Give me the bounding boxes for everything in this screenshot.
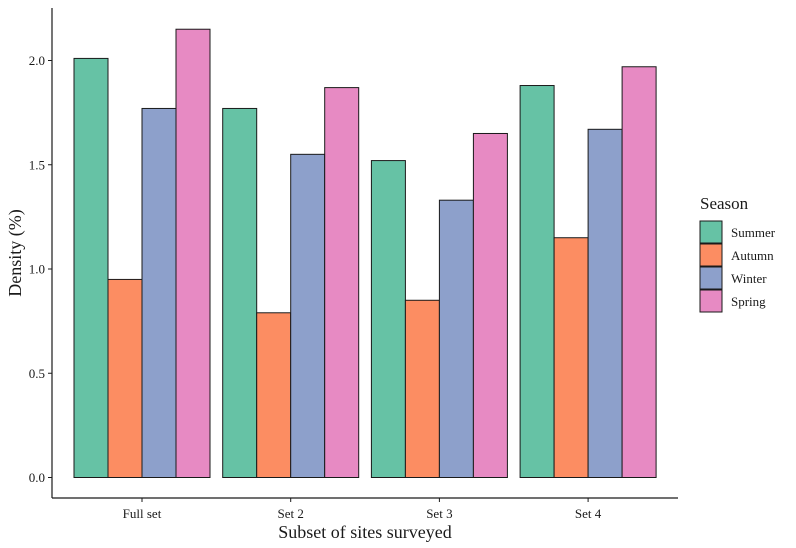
bar-autumn-set-3: [404, 299, 440, 478]
bar-summer-set-4: [519, 85, 555, 479]
bar-autumn-set-2: [256, 312, 292, 478]
y-tick-label: 0.5: [29, 366, 45, 381]
bar-spring-set-3: [472, 132, 508, 478]
x-tick-label: Set 4: [575, 506, 602, 521]
legend-swatch-autumn: [699, 243, 723, 267]
bar-summer-set-3: [370, 160, 406, 479]
legend-swatch-summer: [699, 220, 723, 244]
plot-area: [73, 28, 657, 479]
y-tick-label: 2.0: [29, 53, 45, 68]
bar-autumn-set-4: [553, 237, 589, 478]
y-axis: 0.0 0.5 1.0 1.5 2.0: [29, 8, 53, 498]
bar-summer-set-2: [222, 107, 258, 479]
bar-winter-set-2: [290, 153, 326, 478]
x-tick-label: Full set: [123, 506, 162, 521]
legend-label-autumn: Autumn: [731, 248, 774, 263]
x-tick-label: Set 2: [278, 506, 304, 521]
bar-spring-set-4: [621, 66, 657, 478]
bar-spring-full-set: [175, 28, 211, 478]
y-tick-label: 0.0: [29, 470, 45, 485]
y-tick-label: 1.5: [29, 157, 45, 172]
y-tick-label: 1.0: [29, 262, 45, 277]
bar-winter-set-4: [587, 128, 623, 478]
legend-label-summer: Summer: [731, 225, 776, 240]
y-axis-title: Density (%): [5, 209, 26, 296]
bar-summer-full-set: [73, 57, 109, 478]
legend-swatch-spring: [699, 289, 723, 313]
legend-label-spring: Spring: [731, 294, 766, 309]
x-axis-title: Subset of sites surveyed: [278, 522, 451, 542]
x-tick-label: Set 3: [426, 506, 452, 521]
bar-winter-full-set: [141, 107, 177, 479]
bar-autumn-full-set: [107, 278, 143, 478]
bar-spring-set-2: [324, 87, 360, 478]
x-axis: Full set Set 2 Set 3 Set 4: [52, 497, 678, 521]
bar-winter-set-3: [438, 199, 474, 478]
legend-swatch-winter: [699, 266, 723, 290]
legend: Season Summer Autumn Winter Spring: [699, 194, 776, 313]
legend-label-winter: Winter: [731, 271, 767, 286]
legend-title: Season: [700, 194, 749, 213]
